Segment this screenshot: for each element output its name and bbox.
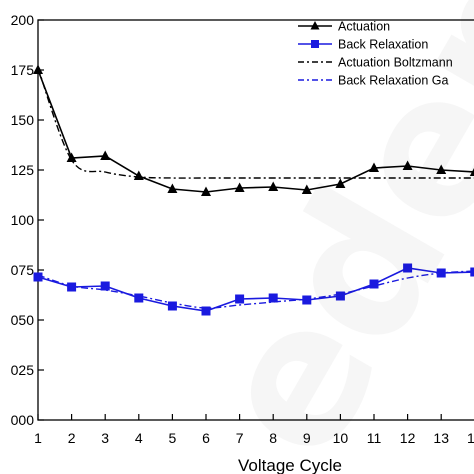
- x-tick-label: 11: [367, 430, 382, 446]
- y-tick-label: 100: [11, 212, 35, 228]
- triangle-marker: [100, 150, 111, 160]
- x-tick-label: 2: [68, 430, 76, 446]
- x-tick-label: 13: [433, 430, 449, 446]
- square-marker: [470, 267, 474, 277]
- x-tick-label: 3: [101, 430, 109, 446]
- triangle-marker: [167, 183, 178, 193]
- square-marker: [67, 282, 77, 292]
- y-tick-label: 175: [11, 62, 35, 78]
- y-tick-label: 075: [11, 262, 35, 278]
- x-tick-label: 10: [333, 430, 349, 446]
- y-tick-label: 150: [11, 112, 35, 128]
- square-marker: [167, 301, 177, 311]
- x-tick-label: 5: [169, 430, 177, 446]
- series-line: [37, 67, 474, 179]
- triangle-marker: [66, 152, 77, 162]
- legend-entry-label: Back Relaxation: [338, 38, 428, 52]
- triangle-marker: [268, 181, 279, 191]
- square-marker: [302, 295, 312, 305]
- triangle-marker: [133, 170, 144, 180]
- x-tick-label: 6: [202, 430, 210, 446]
- square-marker: [100, 281, 110, 291]
- square-marker: [235, 294, 245, 304]
- y-axis: 000 025 050 075 100 125 150 175 200: [11, 12, 44, 428]
- legend-entry-label: Back Relaxation Ga: [338, 74, 449, 88]
- y-tick-label: 025: [11, 362, 35, 378]
- series-line: [37, 69, 474, 193]
- y-tick-label: 050: [11, 312, 35, 328]
- square-marker: [33, 272, 43, 282]
- x-tick-label: 8: [269, 430, 277, 446]
- legend-triangle-marker: [310, 21, 320, 30]
- x-tick-label: 12: [400, 430, 416, 446]
- x-tick-label: 4: [135, 430, 143, 446]
- series-line: [37, 267, 474, 312]
- y-tick-label: 200: [11, 12, 35, 28]
- x-axis-label: Voltage Cycle: [238, 456, 342, 474]
- series-layer: [33, 64, 474, 316]
- x-axis: 1234567891011121314: [34, 414, 474, 446]
- legend-square-marker: [311, 40, 319, 48]
- square-marker: [403, 263, 413, 273]
- triangle-marker: [436, 164, 447, 174]
- triangle-marker: [335, 178, 346, 188]
- square-marker: [268, 293, 278, 303]
- triangle-marker: [234, 182, 245, 192]
- square-marker: [201, 306, 211, 316]
- triangle-marker: [301, 184, 312, 194]
- square-marker: [335, 291, 345, 301]
- legend-entry-label: Actuation: [338, 20, 390, 34]
- triangle-marker: [369, 162, 379, 172]
- y-tick-label: 125: [11, 162, 35, 178]
- x-tick-label: 1: [34, 430, 42, 446]
- x-tick-label: 9: [303, 430, 311, 446]
- square-marker: [436, 268, 446, 278]
- triangle-marker: [469, 168, 474, 176]
- legend: Actuation Back Relaxation Actuation Boltzm…: [298, 20, 453, 88]
- square-marker: [134, 293, 144, 303]
- watermark: eder: [168, 0, 474, 474]
- triangle-marker: [33, 64, 43, 74]
- legend-entry-label: Actuation Boltzmann: [338, 56, 453, 70]
- y-tick-label: 000: [11, 412, 35, 428]
- triangle-marker: [201, 186, 211, 196]
- x-tick-label: 7: [236, 430, 244, 446]
- square-marker: [369, 279, 379, 289]
- triangle-marker: [402, 160, 413, 170]
- x-tick-label: 14: [467, 430, 474, 446]
